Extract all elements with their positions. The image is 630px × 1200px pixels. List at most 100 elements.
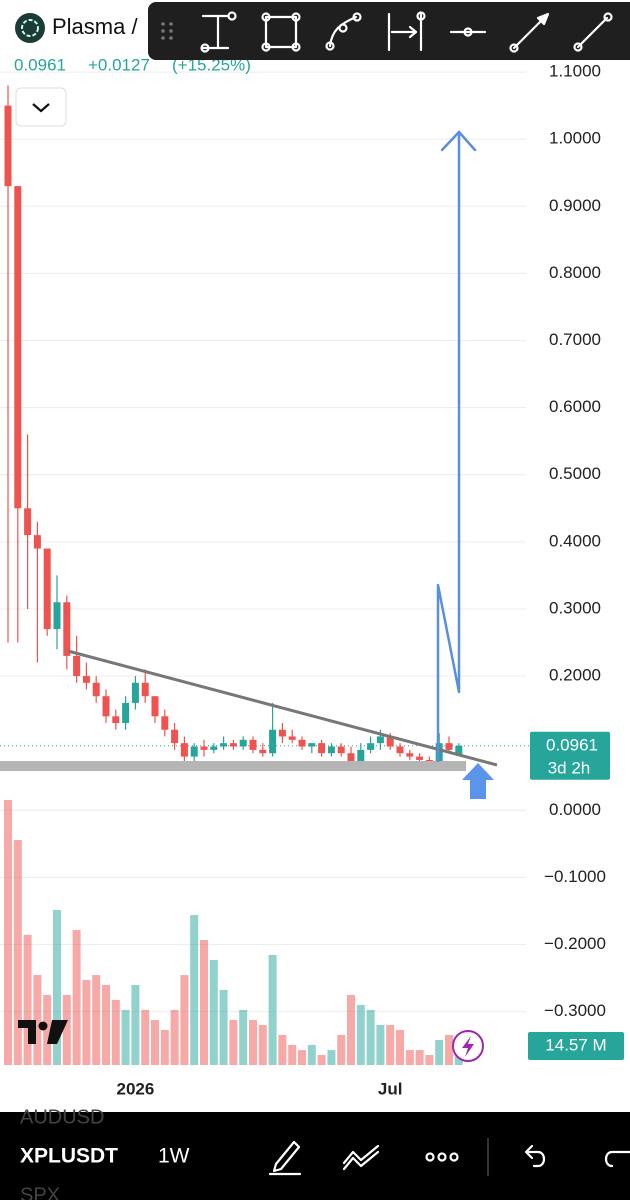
candle-body [112,716,120,724]
y-tick-label: 1.1000 [549,62,601,81]
trend-line[interactable] [67,649,498,767]
indicators-button[interactable] [342,1144,380,1171]
candle-body [347,753,355,764]
volume-bar [249,1020,257,1065]
candle-body [141,682,149,697]
volume-bar [23,934,32,1065]
volume-bar [386,1025,395,1065]
candle-body [190,746,198,757]
symbol-name[interactable]: Plasma / [52,14,138,39]
more-button[interactable] [425,1152,459,1162]
candle-body [24,508,32,536]
volume-bar [190,914,199,1065]
volume-bar [209,959,218,1065]
price-scale: 1.1000 1.0000 0.9000 0.8000 0.7000 0.6000 0.50… [528,62,624,1060]
up-arrow[interactable] [462,763,494,799]
volume-bar [219,989,228,1065]
volume-bar [425,1055,434,1065]
draw-button[interactable] [268,1140,302,1176]
interval-button[interactable]: 1W [158,1145,190,1168]
candle-body [278,729,286,737]
horizontal-line-tool[interactable] [449,27,487,37]
x-tick-label: Jul [378,1079,403,1098]
projection-arrowhead[interactable] [440,130,477,152]
candle-body [376,736,384,744]
volume-bar [92,975,101,1065]
path-tool[interactable] [325,12,362,51]
arrow-tool[interactable] [509,12,550,53]
volume-bar [239,1009,248,1065]
tradingview-logo[interactable] [18,1020,68,1044]
candle-body [63,602,71,656]
volume-bar [62,994,71,1065]
drag-handle[interactable] [161,22,173,40]
volume-bar [151,1020,159,1065]
last-price: 0.0961 [14,55,66,74]
candle-body [367,743,375,750]
volume-bar [376,1025,385,1065]
volume-bar [53,910,61,1065]
candle-body [180,743,188,757]
volume-bar [445,1034,453,1065]
volume-bar [288,1044,297,1065]
y-tick-label: 0.3000 [549,598,601,617]
candle-body [151,696,159,717]
last-price-box [530,731,610,780]
undo-button[interactable] [524,1144,546,1168]
volume-bar [82,980,91,1065]
date-range-tool[interactable] [387,11,426,52]
volume-bar [131,985,140,1065]
candle-body [298,739,306,747]
candle-body [122,702,130,724]
volume-pane [4,800,463,1065]
price-change-percent: (+15.25%) [172,55,251,74]
y-tick-label: 0.9000 [549,196,601,215]
price-range-tool[interactable] [200,11,237,53]
volume-bar [4,800,12,1065]
candles [4,85,463,771]
candle-body [269,729,277,754]
x-tick-label: 2026 [116,1079,154,1098]
redo-button[interactable] [604,1150,630,1168]
candle-body [327,746,335,754]
projection-path[interactable] [436,134,461,762]
candle-body [82,676,90,683]
volume-bar [405,1050,414,1065]
collapse-button[interactable] [15,87,67,127]
previous-symbol[interactable]: AUDUSD [20,1106,104,1128]
candle-body [455,745,463,755]
candle-body [53,602,61,630]
drawings[interactable] [0,130,498,799]
support-zone[interactable] [0,761,466,771]
candle-body [131,682,139,703]
volume-bar [229,1020,238,1065]
candle-body [259,749,267,754]
y-tick-label: −0.2000 [544,934,606,953]
grid [0,71,530,1013]
volume-bar [111,999,120,1065]
chevron-icon [32,103,50,113]
volume-bar [307,1044,316,1065]
volume-bar [200,940,208,1065]
y-tick-label: 0.0000 [549,800,601,819]
candle-body [239,739,247,747]
y-tick-label: 0.6000 [549,397,601,416]
volume-bar [160,1029,169,1065]
volume-label: 14.57 M [545,1035,606,1054]
candle-body [406,753,414,757]
volume-bar [13,839,22,1065]
drawing-toolbar [148,2,630,60]
rectangle-tool[interactable] [261,12,301,52]
y-tick-label: 0.7000 [549,330,601,349]
candle-body [249,739,257,750]
volume-bar [258,1025,267,1065]
bar-countdown: 3d 2h [548,758,591,777]
lightning-icon [462,1036,474,1057]
next-symbol[interactable]: SPX [20,1184,60,1200]
candle-body [33,535,41,549]
candle-body [161,716,169,730]
trend-line-tool[interactable] [573,12,613,52]
volume-bar [356,1004,365,1065]
symbol-button[interactable]: XPLUSDT [20,1145,118,1168]
